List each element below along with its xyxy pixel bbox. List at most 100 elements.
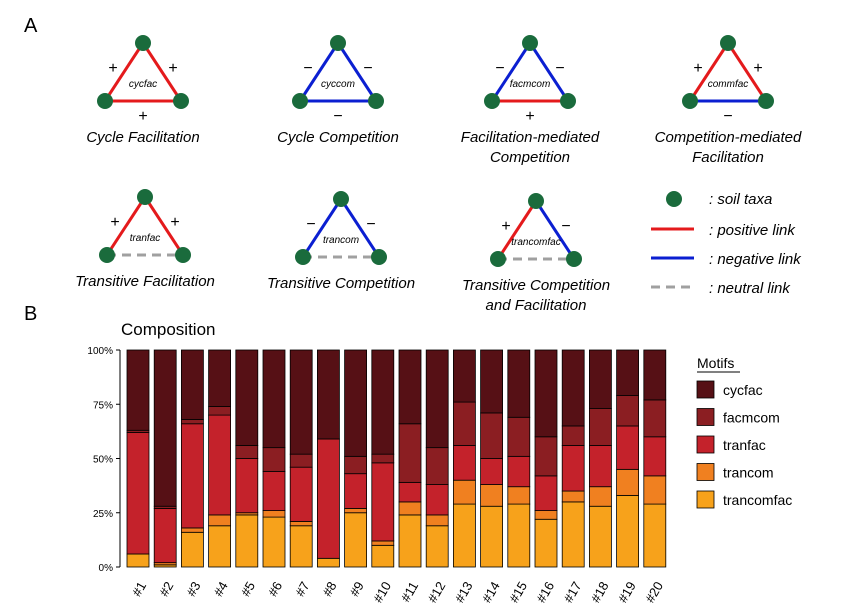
bar-segment-facmcom — [480, 412, 504, 459]
bar-segment-facmcom — [398, 423, 422, 483]
bar-stack-#11 — [398, 349, 422, 568]
legend-label: tranfac — [723, 437, 766, 453]
bar-segment-trancom — [507, 486, 531, 505]
legend-label: cycfac — [723, 382, 763, 398]
bar-segment-cycfac — [589, 349, 612, 409]
legend-item-trancomfac: trancomfac — [696, 490, 792, 509]
x-tick-label: #17 — [561, 579, 585, 605]
bar-segment-tranfac — [316, 438, 340, 559]
bar-segment-cycfac — [153, 349, 177, 507]
chart-legend-title: Motifs — [697, 355, 734, 371]
left-link — [688, 42, 730, 102]
bar-stack-#20 — [643, 349, 667, 568]
panel-a-label: A — [24, 15, 38, 37]
taxon-node — [97, 93, 113, 109]
bar-segment-cycfac — [452, 349, 476, 403]
right-link — [336, 42, 378, 102]
bar-segment-cycfac — [289, 349, 313, 455]
sign-bottom: + — [138, 108, 147, 125]
bar-segment-tranfac — [507, 455, 531, 488]
bar-segment-tranfac — [371, 462, 395, 542]
taxon-node — [368, 93, 384, 109]
bar-segment-cycfac — [398, 349, 422, 425]
left-link — [301, 198, 343, 258]
bar-segment-facmcom — [289, 453, 313, 468]
left-link — [496, 200, 538, 260]
bar-segment-tranfac — [561, 445, 585, 492]
legend-label: : positive link — [709, 222, 796, 239]
motif-caption: Transitive Competition — [267, 275, 415, 292]
bar-stack-#1 — [126, 349, 150, 568]
sign-left: + — [693, 60, 702, 77]
bar-segment-tranfac — [398, 481, 422, 503]
legend-label: : neutral link — [709, 280, 791, 297]
sign-left: + — [110, 214, 119, 231]
bar-segment-tranfac — [480, 458, 504, 485]
bar-segment-facmcom — [507, 416, 531, 457]
y-tick-label: 25% — [93, 509, 113, 520]
x-tick-label: #5 — [238, 579, 258, 599]
legend-item-facmcom: facmcom — [696, 408, 780, 426]
bar-segment-trancomfac — [480, 505, 504, 568]
motif-abbr: tranfac — [130, 233, 161, 244]
bar-segment-cycfac — [235, 349, 259, 446]
motif-caption: Transitive Competition — [462, 277, 610, 294]
legend-swatch — [696, 490, 715, 509]
bar-segment-facmcom — [344, 455, 368, 475]
taxon-node — [528, 193, 544, 209]
taxon-node — [758, 93, 774, 109]
motif-caption: Cycle Competition — [277, 129, 399, 146]
bar-segment-trancomfac — [425, 525, 449, 568]
taxon-node — [522, 35, 538, 51]
bar-segment-facmcom — [180, 419, 204, 425]
bar-segment-cycfac — [561, 349, 585, 427]
bar-segment-tranfac — [262, 471, 286, 511]
bar-segment-facmcom — [208, 406, 232, 416]
motif-abbr: trancom — [323, 235, 359, 246]
taxon-node — [490, 251, 506, 267]
x-tick-label: #1 — [129, 579, 149, 599]
bar-segment-cycfac — [480, 349, 504, 414]
motif-caption: and Facilitation — [486, 297, 587, 314]
bar-segment-tranfac — [452, 445, 476, 481]
bar-segment-trancomfac — [344, 512, 368, 568]
x-tick-label: #20 — [642, 579, 666, 605]
bar-segment-trancomfac — [235, 514, 259, 568]
legend-item-tranfac: tranfac — [696, 435, 766, 454]
motif-caption: Competition — [490, 149, 570, 166]
y-tick-label: 100% — [87, 346, 113, 357]
taxon-node — [295, 249, 311, 265]
taxon-node — [560, 93, 576, 109]
bar-stack-#16 — [534, 349, 558, 568]
x-tick-label: #2 — [156, 579, 176, 599]
bar-segment-cycfac — [371, 349, 395, 455]
motif-caption: Facilitation — [692, 149, 764, 166]
taxon-node — [175, 247, 191, 263]
legend-item-cycfac: cycfac — [696, 380, 763, 399]
taxon-node — [173, 93, 189, 109]
sign-left: − — [303, 60, 312, 77]
bar-segment-trancomfac — [180, 531, 204, 568]
sign-right: − — [555, 60, 564, 77]
legend-item-node: : soil taxa — [666, 191, 772, 208]
bar-segment-trancom — [480, 484, 504, 507]
motif-commfac: commfac + + − Competition-mediated Facilitati… — [655, 35, 802, 166]
x-tick-label: #10 — [370, 579, 394, 605]
bar-segment-facmcom — [452, 401, 476, 446]
x-tick-label: #12 — [425, 579, 449, 605]
legend-swatch — [696, 435, 715, 454]
x-tick-label: #6 — [265, 579, 285, 599]
bar-segment-tranfac — [289, 466, 313, 522]
sign-bottom: + — [525, 108, 534, 125]
bar-segment-trancom — [262, 510, 286, 518]
motif-caption: Cycle Facilitation — [86, 129, 199, 146]
bar-stack-#8 — [316, 349, 340, 568]
bar-stack-#9 — [344, 349, 368, 568]
motif-abbr: facmcom — [510, 79, 551, 90]
bar-segment-cycfac — [616, 349, 639, 396]
bar-stack-#18 — [589, 349, 612, 568]
bar-segment-cycfac — [344, 349, 368, 457]
sign-right: − — [363, 60, 372, 77]
x-tick-label: #15 — [506, 579, 530, 605]
motif-facmcom: facmcom− − + Facilitation-mediated Competiti… — [461, 35, 600, 166]
